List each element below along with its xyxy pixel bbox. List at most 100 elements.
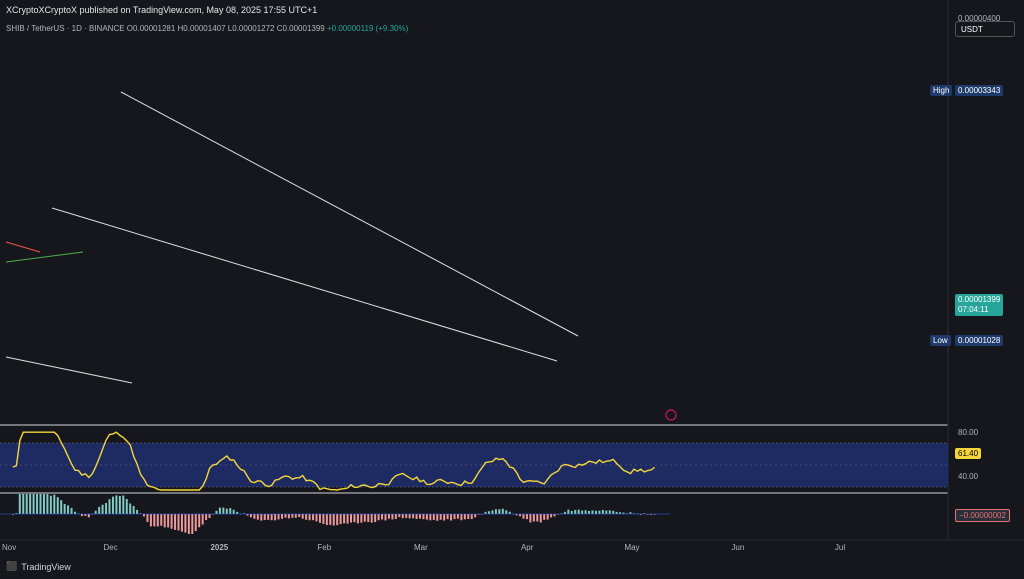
macd-bar bbox=[367, 514, 370, 523]
macd-bar bbox=[167, 514, 170, 528]
macd-bar bbox=[336, 514, 339, 526]
macd-bar bbox=[387, 514, 390, 519]
macd-bar bbox=[560, 513, 563, 514]
macd-bar bbox=[80, 514, 83, 517]
macd-bar bbox=[87, 514, 90, 518]
wedge-upper-trendline bbox=[120, 91, 579, 337]
macd-bar bbox=[301, 514, 304, 519]
macd-bar bbox=[146, 514, 149, 522]
macd-bar bbox=[143, 514, 145, 517]
macd-bar bbox=[201, 514, 204, 525]
macd-bar bbox=[436, 514, 439, 521]
macd-bar bbox=[260, 514, 263, 521]
macd-bar bbox=[374, 514, 377, 523]
macd-bar bbox=[453, 514, 456, 520]
macd-bar bbox=[339, 514, 342, 525]
macd-bar bbox=[588, 510, 591, 514]
macd-bar bbox=[184, 514, 187, 533]
macd-bar bbox=[570, 510, 573, 514]
currency-button[interactable]: USDT bbox=[955, 21, 1015, 37]
time-tick-label: 2025 bbox=[210, 543, 229, 552]
macd-bar bbox=[377, 514, 380, 521]
macd-bar bbox=[101, 504, 104, 514]
macd-bar bbox=[394, 514, 397, 519]
macd-bar bbox=[505, 510, 508, 514]
macd-bar bbox=[281, 514, 283, 519]
symbol-line: SHIB / TetherUS · 1D · BINANCE O0.000012… bbox=[6, 24, 408, 33]
countdown-value: 07:04:11 bbox=[958, 305, 989, 314]
macd-bar bbox=[419, 514, 421, 519]
footer: ⬛ TradingView bbox=[6, 561, 71, 572]
tradingview-logo-icon: ⬛ bbox=[6, 561, 18, 571]
macd-bar bbox=[191, 514, 194, 534]
macd-bar bbox=[156, 514, 159, 527]
macd-bar bbox=[439, 514, 442, 520]
macd-bar bbox=[160, 514, 163, 526]
macd-bar bbox=[577, 509, 580, 514]
macd-bar bbox=[15, 513, 18, 514]
macd-bar bbox=[70, 507, 73, 514]
macd-bar bbox=[236, 511, 239, 514]
macd-bar bbox=[456, 514, 459, 519]
macd-bar bbox=[398, 514, 401, 518]
macd-bar bbox=[122, 495, 125, 514]
macd-bar bbox=[325, 514, 328, 525]
macd-bar bbox=[360, 514, 363, 523]
macd-bar bbox=[612, 510, 615, 514]
time-tick-label: Jul bbox=[834, 543, 846, 552]
macd-bar bbox=[218, 507, 221, 514]
macd-bar bbox=[626, 513, 628, 514]
macd-bar bbox=[249, 514, 252, 518]
macd-bar bbox=[94, 510, 97, 514]
macd-bar bbox=[132, 505, 135, 514]
macd-bar bbox=[243, 513, 246, 514]
time-tick-label: Apr bbox=[520, 543, 534, 552]
ohlc-values: O0.00001281 H0.00001407 L0.00001272 C0.0… bbox=[126, 24, 325, 33]
macd-bar bbox=[180, 514, 183, 532]
macd-bar bbox=[129, 503, 132, 514]
macd-bar bbox=[22, 494, 25, 514]
time-tick-label: Nov bbox=[2, 543, 17, 552]
macd-bar bbox=[125, 498, 128, 514]
macd-bar bbox=[460, 514, 463, 521]
macd-bar bbox=[46, 494, 49, 514]
footer-brand: TradingView bbox=[21, 561, 71, 572]
macd-bar bbox=[619, 512, 622, 514]
macd-bar bbox=[546, 514, 549, 520]
macd-bar bbox=[391, 514, 394, 520]
macd-bar bbox=[443, 514, 446, 521]
macd-bar bbox=[401, 514, 404, 519]
red-segment bbox=[5, 241, 41, 253]
macd-bar bbox=[32, 494, 35, 514]
macd-bar bbox=[498, 509, 501, 514]
macd-bar bbox=[615, 511, 618, 514]
macd-bar bbox=[598, 510, 601, 514]
macd-bar bbox=[629, 512, 632, 514]
macd-bar bbox=[291, 514, 294, 518]
macd-bar bbox=[115, 495, 118, 514]
macd-bar bbox=[25, 494, 28, 514]
macd-bar bbox=[605, 510, 608, 514]
macd-bar bbox=[563, 511, 566, 514]
macd-bar bbox=[384, 514, 387, 521]
macd-bar bbox=[536, 514, 539, 522]
high-label-tag: High bbox=[930, 85, 953, 96]
macd-bar bbox=[594, 510, 597, 514]
macd-bar bbox=[108, 499, 111, 514]
macd-bar bbox=[222, 507, 225, 514]
macd-bar bbox=[574, 509, 577, 514]
macd-bar bbox=[153, 514, 156, 527]
macd-bar bbox=[229, 508, 232, 514]
macd-bar bbox=[36, 494, 39, 514]
macd-bar bbox=[215, 510, 218, 514]
publish-line: XCryptoXCryptoX published on TradingView… bbox=[6, 5, 318, 15]
macd-bar bbox=[470, 514, 473, 520]
macd-bar bbox=[346, 514, 349, 524]
macd-bar bbox=[29, 494, 32, 514]
macd-bar bbox=[329, 514, 332, 525]
macd-bar bbox=[149, 514, 152, 527]
macd-bar bbox=[322, 514, 325, 524]
macd-bar bbox=[412, 514, 415, 519]
